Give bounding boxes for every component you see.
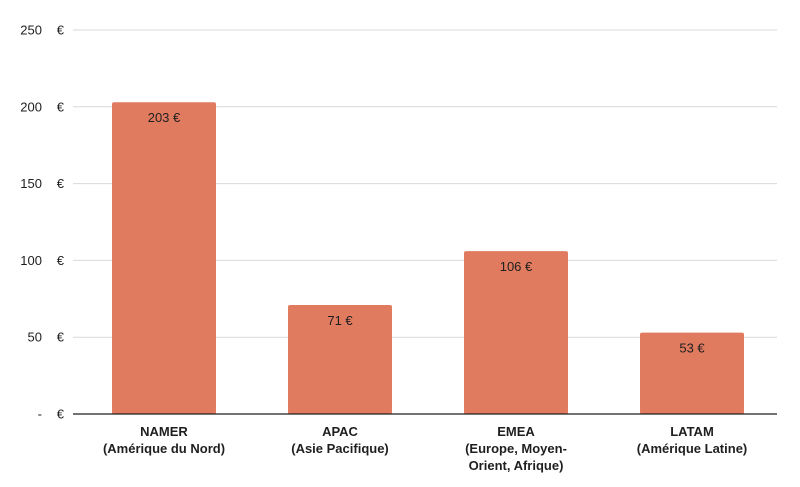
bars <box>112 102 744 414</box>
data-label: 53 € <box>679 341 705 356</box>
bar <box>640 332 744 414</box>
bar <box>464 251 568 414</box>
y-tick-unit: € <box>57 330 65 345</box>
y-tick-unit: € <box>57 407 65 422</box>
x-category-label: (Europe, Moyen- <box>465 441 567 456</box>
x-category-label: APAC <box>322 424 358 439</box>
x-category-label: Orient, Afrique) <box>469 458 564 473</box>
x-category-label: NAMER <box>140 424 188 439</box>
y-tick-label: 50 <box>28 330 42 345</box>
x-category-label: (Amérique Latine) <box>637 441 748 456</box>
y-tick-unit: € <box>57 176 65 191</box>
x-category-label: EMEA <box>497 424 535 439</box>
y-tick-label: 100 <box>20 253 42 268</box>
data-label: 106 € <box>500 259 533 274</box>
labels: - €50 €100 €150 €200 €250 €203 €NAMER(Amérique… <box>20 23 747 474</box>
y-tick-unit: € <box>57 253 65 268</box>
y-tick-label: - <box>38 407 42 422</box>
data-label: 71 € <box>327 313 353 328</box>
y-tick-unit: € <box>57 99 65 114</box>
x-category-label: (Amérique du Nord) <box>103 441 225 456</box>
y-tick-label: 250 <box>20 23 42 38</box>
bar <box>288 304 392 414</box>
x-category-label: LATAM <box>670 424 714 439</box>
y-tick-label: 150 <box>20 176 42 191</box>
y-tick-label: 200 <box>20 99 42 114</box>
data-label: 203 € <box>148 110 181 125</box>
bar <box>112 102 216 414</box>
x-category-label: (Asie Pacifique) <box>291 441 389 456</box>
y-tick-unit: € <box>57 23 65 38</box>
